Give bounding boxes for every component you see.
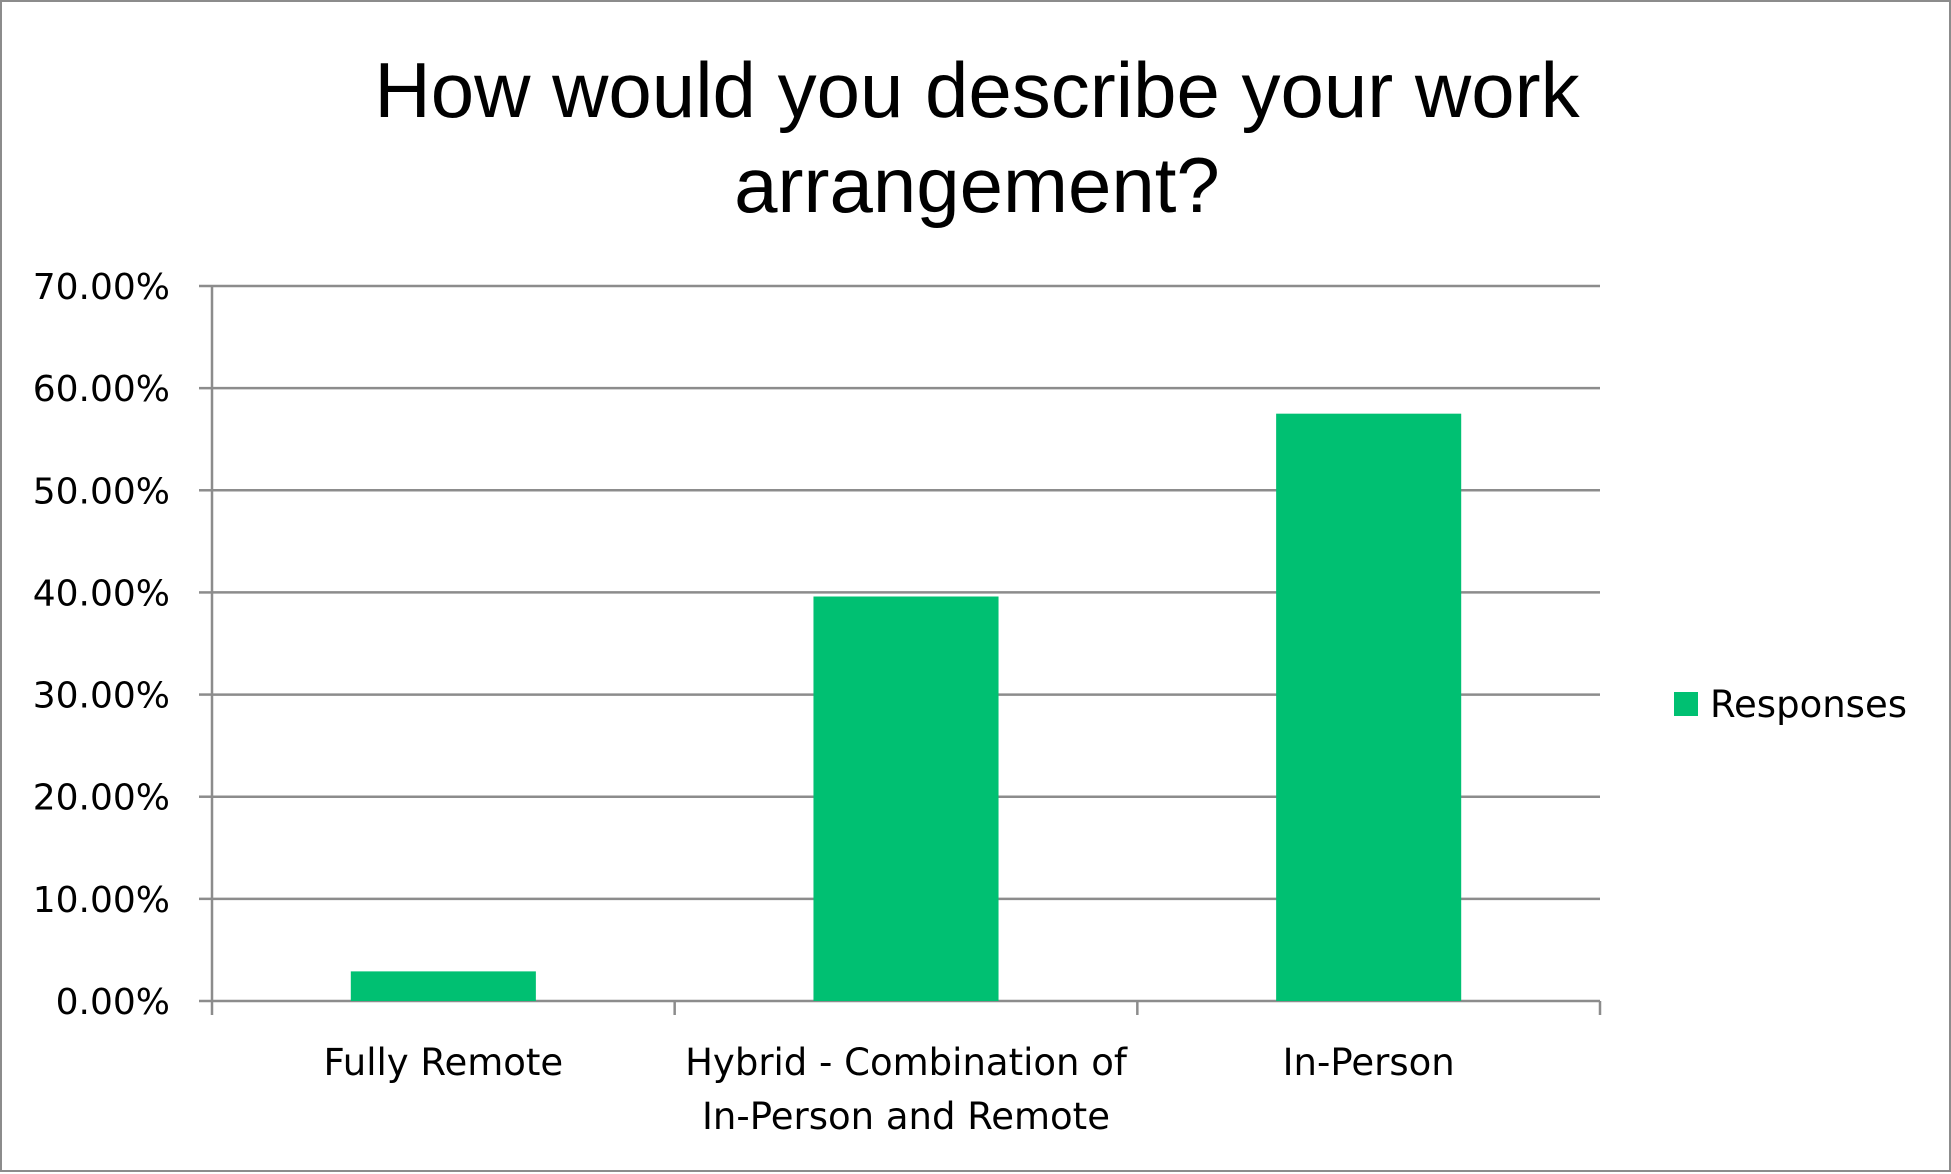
bar-1[interactable] (350, 971, 536, 1001)
x-category-label: In-Person (1283, 1041, 1455, 1084)
y-tick-label: 50.00% (33, 471, 170, 512)
legend-swatch (1674, 692, 1698, 716)
legend-label: Responses (1710, 683, 1907, 726)
x-category-label: In-Person and Remote (702, 1095, 1110, 1138)
chart-title-line: How would you describe your work (374, 46, 1580, 134)
y-tick-label: 70.00% (33, 267, 170, 308)
y-tick-label: 20.00% (33, 778, 170, 819)
y-tick-label: 0.00% (56, 982, 170, 1023)
chart-title-line: arrangement? (734, 141, 1220, 229)
y-tick-label: 10.00% (33, 880, 170, 921)
y-tick-label: 40.00% (33, 573, 170, 614)
x-category-label: Fully Remote (323, 1041, 563, 1084)
x-category-label: Hybrid - Combination of (685, 1041, 1128, 1084)
bar-3[interactable] (1276, 413, 1462, 1001)
y-tick-label: 60.00% (33, 369, 170, 410)
bar-2[interactable] (813, 596, 999, 1001)
y-tick-label: 30.00% (33, 676, 170, 717)
